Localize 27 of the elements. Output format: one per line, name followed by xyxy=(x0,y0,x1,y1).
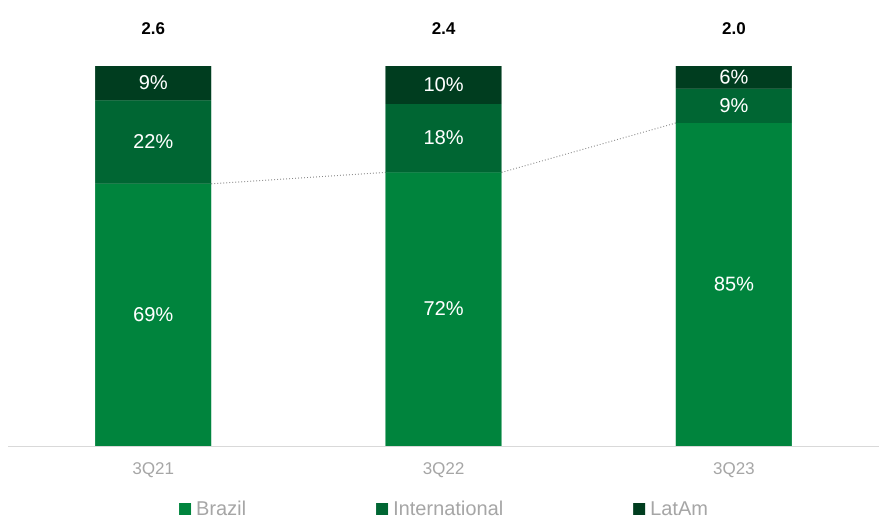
data-label: 9% xyxy=(719,94,749,117)
bar xyxy=(95,184,212,446)
legend-label: International xyxy=(393,498,504,520)
data-label: 6% xyxy=(719,66,749,88)
bar xyxy=(385,66,502,104)
bar xyxy=(676,66,792,89)
x-tick-label: 3Q23 xyxy=(713,459,755,478)
text: 2.4 xyxy=(432,19,456,38)
legend-label: LatAm xyxy=(650,498,708,520)
legend-label: Brazil xyxy=(196,498,246,520)
text: 2.0 xyxy=(722,19,746,38)
x-tick-label: 3Q22 xyxy=(422,459,464,478)
bar xyxy=(385,172,502,446)
data-label: 72% xyxy=(423,298,464,320)
data-label: 10% xyxy=(423,74,464,96)
bar xyxy=(676,88,792,123)
data-label: 85% xyxy=(714,274,754,296)
data-label: 22% xyxy=(133,131,174,153)
x-tick-label: 3Q21 xyxy=(132,459,174,478)
data-label: 9% xyxy=(138,72,168,94)
bar xyxy=(95,66,212,100)
data-label: 69% xyxy=(133,304,174,326)
data-label: 18% xyxy=(423,127,464,150)
text: 2.6 xyxy=(141,19,165,38)
bar xyxy=(676,123,792,446)
bar xyxy=(95,100,212,184)
bar xyxy=(385,104,502,172)
